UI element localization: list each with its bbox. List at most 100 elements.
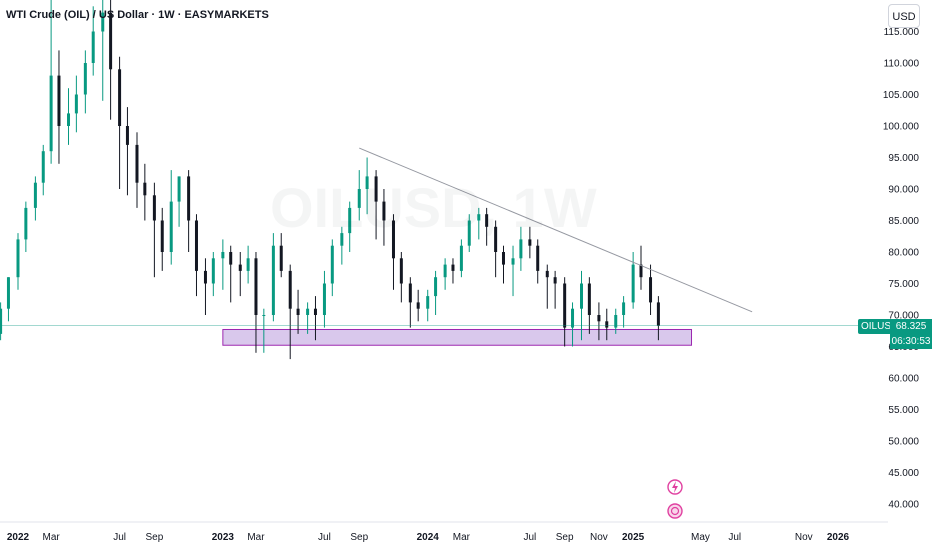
candle (143, 163, 147, 221)
price-tick-label: 55.000 (888, 405, 919, 416)
candle (246, 245, 250, 284)
price-tick-label: 60.000 (888, 374, 919, 385)
support-zone[interactable] (222, 328, 693, 346)
candle (177, 176, 181, 227)
price-axis[interactable]: 40.00045.00050.00055.00060.00065.00070.0… (883, 27, 920, 511)
candle (169, 170, 173, 265)
candle (187, 170, 191, 252)
time-tick-label: Jul (113, 532, 126, 543)
candle (322, 270, 326, 328)
descending-trendline[interactable] (359, 147, 753, 313)
time-tick-label: Nov (795, 532, 813, 543)
candle (109, 0, 113, 120)
time-tick-label: Mar (247, 532, 265, 543)
price-tick-label: 115.000 (884, 27, 920, 38)
last-price-label: 68.325 (890, 319, 932, 334)
candle (553, 270, 557, 309)
candle (443, 258, 447, 290)
events-stack-icon[interactable] (667, 503, 683, 519)
candle (348, 201, 352, 252)
candle (229, 245, 233, 303)
candle (536, 239, 540, 284)
time-tick-label: May (691, 532, 710, 543)
candle (494, 220, 498, 278)
candle (211, 252, 215, 297)
price-tick-label: 45.000 (888, 468, 919, 479)
candle (649, 264, 653, 315)
candles-layer (0, 0, 660, 360)
candle (434, 270, 438, 315)
candle (271, 233, 275, 322)
candle (118, 56, 122, 189)
candle (382, 189, 386, 246)
candle (631, 252, 635, 309)
candle (614, 308, 618, 334)
candle (67, 88, 71, 145)
candle (238, 252, 242, 297)
candle (340, 226, 344, 265)
currency-button[interactable]: USD (888, 4, 920, 28)
time-tick-label: Sep (556, 532, 574, 543)
candle (152, 182, 156, 278)
candle (33, 176, 37, 221)
candle (501, 245, 505, 284)
candle (528, 226, 532, 259)
time-tick-label: Jul (523, 532, 536, 543)
candle (639, 245, 643, 290)
candle (656, 296, 660, 341)
candle (262, 308, 266, 353)
alert-lightning-icon[interactable] (667, 479, 683, 495)
price-tick-label: 75.000 (888, 279, 919, 290)
candle (485, 207, 489, 246)
time-tick-label: 2024 (417, 532, 440, 543)
candle (587, 277, 591, 334)
price-tick-label: 105.000 (883, 90, 920, 101)
candle (580, 270, 584, 341)
candle (0, 302, 3, 341)
price-tick-label: 95.000 (888, 153, 919, 164)
time-tick-label: 2026 (827, 532, 850, 543)
price-tick-label: 70.000 (888, 311, 919, 322)
time-tick-label: Jul (318, 532, 331, 543)
candle (83, 50, 87, 114)
price-tick-label: 80.000 (888, 248, 919, 259)
price-tick-label: 40.000 (888, 500, 919, 511)
price-tick-label: 85.000 (888, 216, 919, 227)
candle (125, 107, 129, 196)
candle (416, 289, 420, 322)
candle (519, 226, 523, 271)
candle (313, 296, 317, 341)
candle (545, 264, 549, 309)
candle (6, 277, 10, 322)
trendline-layer (359, 147, 753, 313)
time-tick-label: Jul (728, 532, 741, 543)
candle (391, 214, 395, 290)
candle (254, 252, 258, 353)
candle (451, 258, 455, 284)
time-tick-label: 2025 (622, 532, 645, 543)
candle (477, 207, 481, 240)
candle (511, 245, 515, 297)
candle (357, 170, 361, 221)
time-tick-label: Mar (42, 532, 60, 543)
candle (24, 201, 28, 252)
price-tick-label: 110.000 (884, 59, 920, 70)
candle (16, 233, 20, 290)
candle (467, 214, 471, 252)
chart-title: WTI Crude (OIL) / US Dollar · 1W · EASYM… (6, 9, 269, 21)
time-axis[interactable]: 2022 Mar Jul Sep 2023 Mar Jul Sep 2024 Mar Jul Sep N… (0, 521, 888, 543)
price-tick-label: 100.000 (883, 122, 920, 133)
candle (622, 296, 626, 328)
candle (194, 214, 198, 297)
time-tick-label: 2023 (212, 532, 235, 543)
candle (57, 50, 61, 164)
bar-countdown-label: 06:30:53 (890, 334, 932, 349)
symbol-watermark: OILUSD, 1W (270, 175, 597, 240)
candle (91, 6, 95, 76)
candle (330, 239, 334, 297)
candle (41, 144, 45, 196)
time-tick-label: Sep (145, 532, 163, 543)
candle (74, 75, 78, 133)
candle (365, 157, 369, 215)
